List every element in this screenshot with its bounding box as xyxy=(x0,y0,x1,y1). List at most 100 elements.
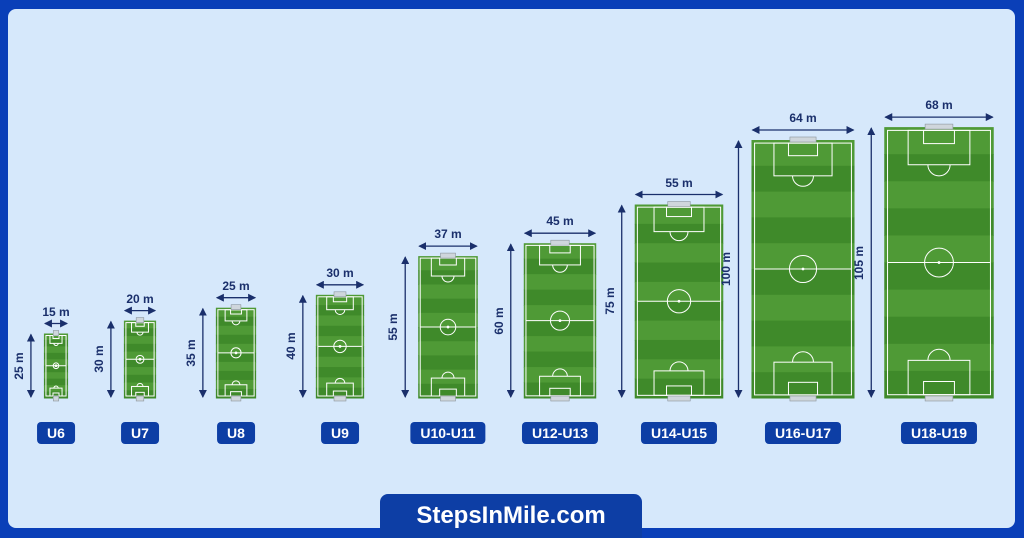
grass-stripe xyxy=(123,374,157,384)
center-spot xyxy=(446,325,450,329)
goal-icon xyxy=(52,395,60,402)
pitch-u10-u11 xyxy=(401,242,478,402)
age-group-badge: U12-U13 xyxy=(521,422,599,444)
grass-stripe xyxy=(315,315,365,327)
goal-icon xyxy=(924,123,954,130)
grass-stripe xyxy=(315,367,365,378)
grass-stripe xyxy=(418,256,478,271)
goal-icon xyxy=(924,395,954,402)
goal-box xyxy=(923,380,955,396)
width-label: 68 m xyxy=(925,98,953,113)
grass-stripe xyxy=(215,388,257,399)
center-spot xyxy=(801,267,805,271)
grass-stripe xyxy=(634,378,724,399)
penalty-arc xyxy=(669,231,689,242)
grass-stripe xyxy=(884,181,994,209)
grass-stripe xyxy=(884,262,994,291)
grass-stripe xyxy=(215,325,257,336)
grass-stripe xyxy=(418,270,478,285)
penalty-arc xyxy=(669,361,689,371)
pitch-u12-u13 xyxy=(506,229,597,402)
grass-stripe xyxy=(634,243,724,264)
center-circle xyxy=(230,347,242,359)
grass-stripe xyxy=(884,208,994,236)
grass-stripe xyxy=(43,352,69,360)
center-circle xyxy=(924,247,954,278)
grass-stripe xyxy=(523,351,597,368)
grass-stripe xyxy=(123,367,157,376)
grass-stripe xyxy=(123,390,157,399)
grass-stripe xyxy=(634,262,724,283)
grass-stripe xyxy=(315,294,365,306)
length-label: 30 m xyxy=(91,345,106,373)
grass-stripe xyxy=(884,343,994,372)
grass-stripe xyxy=(315,356,365,368)
goal-icon xyxy=(135,395,145,402)
grass-stripe xyxy=(418,383,478,399)
pitch-u7 xyxy=(106,306,157,402)
penalty-arc xyxy=(552,264,568,273)
grass-stripe xyxy=(418,284,478,300)
goal-box xyxy=(666,206,692,218)
age-group-badge: U6 xyxy=(37,422,75,444)
grass-stripe xyxy=(43,365,69,373)
penalty-arc xyxy=(334,309,346,315)
width-label: 64 m xyxy=(789,111,817,125)
length-label: 60 m xyxy=(491,306,506,335)
goal-icon xyxy=(789,136,817,143)
pitch-u18-u19 xyxy=(867,113,994,402)
grass-stripe xyxy=(418,369,478,385)
center-spot xyxy=(138,357,142,361)
goal-icon xyxy=(667,201,691,207)
penalty-arc xyxy=(334,377,346,384)
center-spot xyxy=(558,319,562,322)
width-label: 37 m xyxy=(434,227,462,242)
penalty-arc xyxy=(136,332,144,336)
grass-stripe xyxy=(315,387,365,399)
grass-stripe xyxy=(215,316,257,327)
grass-stripe xyxy=(884,235,994,264)
pitch-u6 xyxy=(26,319,69,402)
penalty-arc xyxy=(53,385,59,389)
grass-stripe xyxy=(523,274,597,291)
center-circle xyxy=(549,310,571,331)
center-spot xyxy=(937,261,941,264)
center-circle xyxy=(135,354,145,364)
penalty-arc xyxy=(136,382,144,387)
goal-icon xyxy=(333,291,347,298)
grass-stripe xyxy=(751,346,855,373)
penalty-arc xyxy=(231,380,241,385)
grass-stripe xyxy=(215,361,257,372)
grass-stripe xyxy=(215,307,257,318)
grass-stripe xyxy=(751,191,855,218)
grass-stripe xyxy=(523,258,597,275)
goal-icon xyxy=(550,395,570,402)
grass-stripe xyxy=(751,165,855,193)
center-spot xyxy=(677,299,681,303)
center-circle xyxy=(52,362,60,370)
penalty-arc xyxy=(53,343,59,347)
goal-icon xyxy=(230,304,242,311)
goal-icon xyxy=(52,330,60,336)
length-label: 55 m xyxy=(386,313,401,341)
goal-icon xyxy=(333,395,347,402)
goal-box xyxy=(787,142,819,157)
goal-box xyxy=(666,385,692,396)
grass-stripe xyxy=(43,391,69,399)
grass-stripe xyxy=(43,372,69,380)
length-label: 40 m xyxy=(283,332,298,361)
center-spot xyxy=(234,351,238,355)
grass-stripe xyxy=(123,320,157,329)
goal-icon xyxy=(550,239,570,246)
length-label: 105 m xyxy=(852,245,867,280)
penalty-arc xyxy=(441,275,455,283)
age-group-badge: U9 xyxy=(321,422,359,444)
center-spot xyxy=(338,345,342,348)
pitch-u14-u15 xyxy=(617,190,724,402)
grass-stripe xyxy=(315,346,365,358)
grass-stripe xyxy=(884,316,994,345)
grass-stripe xyxy=(751,217,855,244)
penalty-arc xyxy=(792,175,814,187)
grass-stripe xyxy=(43,333,69,341)
width-label: 20 m xyxy=(126,291,154,306)
